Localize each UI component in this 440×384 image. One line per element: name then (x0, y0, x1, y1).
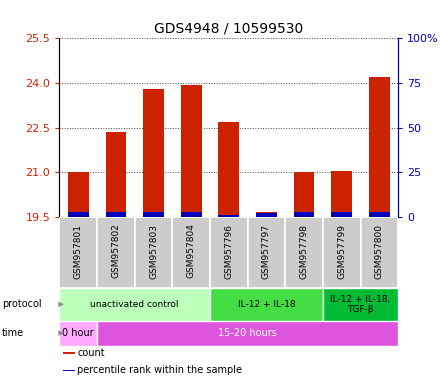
Bar (331, 171, 352, 217)
Bar (143, 89, 164, 217)
Bar (97, 321, 398, 346)
Bar (68, 172, 88, 217)
Text: IL-12 + IL-18,
TGF-β: IL-12 + IL-18, TGF-β (330, 295, 391, 314)
Bar (181, 212, 202, 217)
Text: protocol: protocol (2, 299, 42, 310)
Bar (294, 172, 315, 217)
Text: GSM957801: GSM957801 (74, 223, 83, 278)
Bar (63, 370, 75, 371)
Bar (59, 321, 97, 346)
Text: percentile rank within the sample: percentile rank within the sample (77, 366, 242, 376)
Bar (256, 214, 277, 217)
Text: time: time (2, 328, 24, 338)
Bar (285, 217, 323, 288)
Bar (181, 84, 202, 217)
Text: unactivated control: unactivated control (91, 300, 179, 309)
Bar (248, 217, 285, 288)
Bar (63, 353, 75, 354)
Text: GSM957800: GSM957800 (375, 223, 384, 278)
Text: IL-12 + IL-18: IL-12 + IL-18 (238, 300, 295, 309)
Bar (369, 212, 390, 217)
Bar (106, 212, 126, 217)
Text: GSM957798: GSM957798 (300, 223, 308, 278)
Bar (294, 212, 315, 217)
Bar (360, 217, 398, 288)
Bar (218, 122, 239, 217)
Title: GDS4948 / 10599530: GDS4948 / 10599530 (154, 22, 304, 36)
Bar (135, 217, 172, 288)
Bar (106, 132, 126, 217)
Bar (323, 288, 398, 321)
Text: GSM957796: GSM957796 (224, 223, 233, 278)
Bar (59, 217, 97, 288)
Bar (256, 212, 277, 217)
Text: GSM957803: GSM957803 (149, 223, 158, 278)
Text: GSM957802: GSM957802 (111, 223, 121, 278)
Text: GSM957797: GSM957797 (262, 223, 271, 278)
Bar (97, 217, 135, 288)
Bar (59, 288, 210, 321)
Bar (210, 288, 323, 321)
Bar (143, 212, 164, 217)
Bar (172, 217, 210, 288)
Text: 0 hour: 0 hour (62, 328, 94, 338)
Text: count: count (77, 348, 105, 358)
Bar (369, 77, 390, 217)
Bar (68, 212, 88, 217)
Text: GSM957804: GSM957804 (187, 223, 196, 278)
Text: 15-20 hours: 15-20 hours (218, 328, 277, 338)
Bar (218, 215, 239, 217)
Bar (331, 212, 352, 217)
Bar (323, 217, 360, 288)
Bar (210, 217, 248, 288)
Text: GSM957799: GSM957799 (337, 223, 346, 278)
